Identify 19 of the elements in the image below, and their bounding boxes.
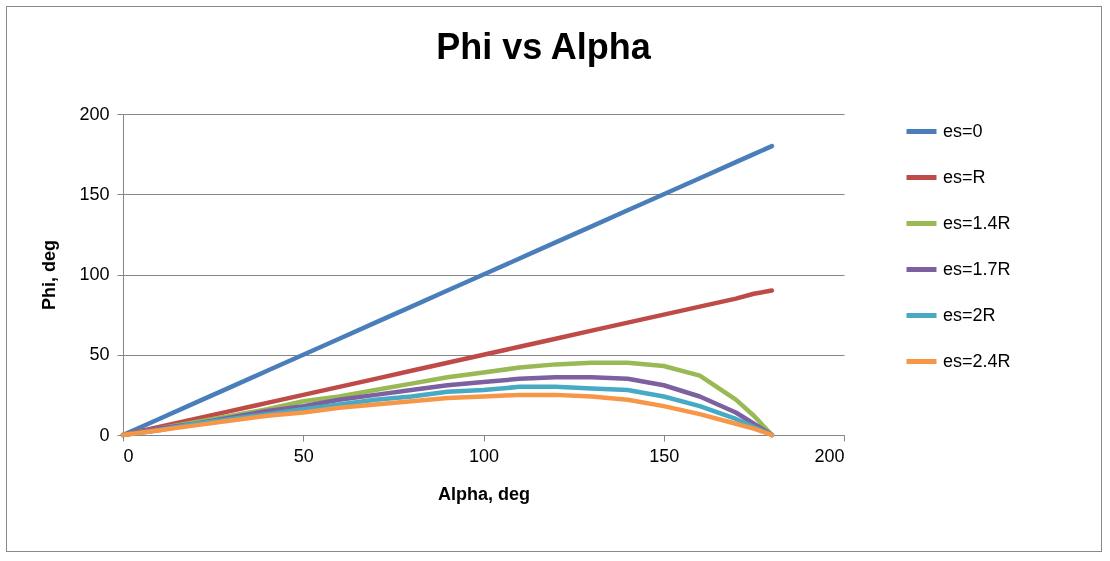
y-axis-title: Phi, deg bbox=[39, 239, 60, 311]
x-axis-title: Alpha, deg bbox=[437, 483, 531, 504]
x-tick-label: 100 bbox=[468, 445, 500, 466]
chart-title: Phi vs Alpha bbox=[436, 26, 652, 67]
x-tick-label: 0 bbox=[123, 445, 134, 466]
y-tick-label: 0 bbox=[99, 424, 110, 445]
y-tick-label: 200 bbox=[79, 103, 110, 124]
y-tick-label: 50 bbox=[89, 344, 110, 365]
legend-label: es=2.4R bbox=[943, 350, 1011, 371]
legend-label: es=0 bbox=[943, 120, 983, 141]
x-tick-label: 200 bbox=[814, 445, 845, 466]
x-tick-label: 150 bbox=[649, 445, 680, 466]
legend-label: es=2R bbox=[943, 304, 996, 325]
legend-label: es=1.7R bbox=[943, 258, 1011, 279]
legend-label: es=R bbox=[943, 166, 986, 187]
legend-label: es=1.4R bbox=[943, 212, 1011, 233]
y-tick-label: 100 bbox=[79, 264, 110, 284]
x-tick-label: 50 bbox=[293, 445, 314, 466]
y-tick-label: 150 bbox=[79, 183, 110, 204]
